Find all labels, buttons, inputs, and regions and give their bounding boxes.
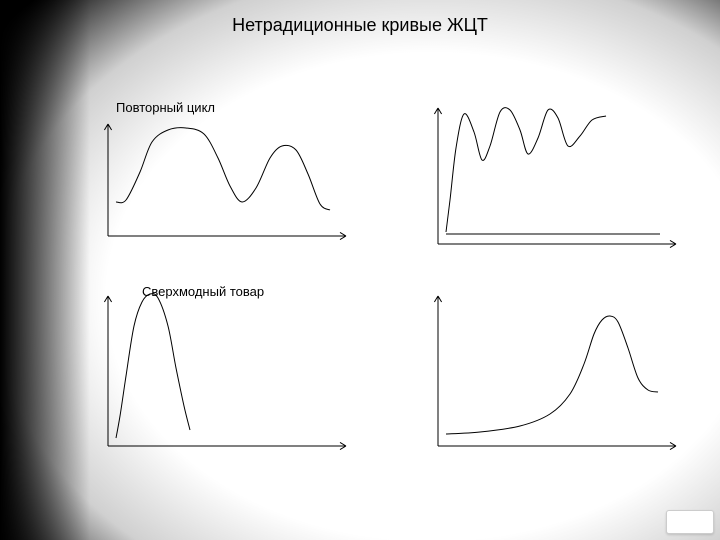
chart_bl [90,286,360,462]
background-left-edge [0,0,90,540]
chart_bl-label: Сверхмодный товар [142,284,264,299]
chart_tl-label: Повторный цикл [116,100,215,115]
slide-stage: Нетрадиционные кривые ЖЦТ Повторный цикл… [0,0,720,540]
slide-title: Нетрадиционные кривые ЖЦТ [0,15,720,36]
chart_tl [90,110,360,250]
chart_br [420,286,690,462]
slide-nav-button[interactable] [666,510,714,534]
chart_tr [420,96,690,262]
